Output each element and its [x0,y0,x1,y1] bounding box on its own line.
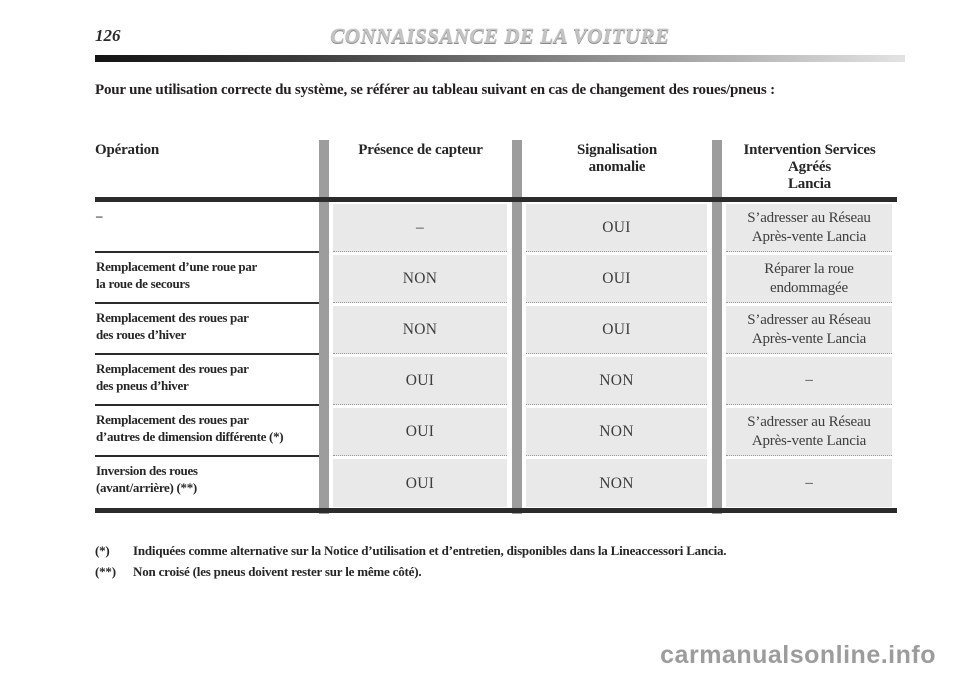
cell-operation: Remplacement des roues par des roues d’h… [95,304,319,355]
column-separator-3 [712,140,722,514]
cell-signal: NON [526,459,707,507]
cell-intervention: S’adresser au Réseau Après-vente Lancia [726,408,892,456]
cell-intervention: S’adresser au Réseau Après-vente Lancia [726,306,892,354]
page-title: CONNAISSANCE DE LA VOITURE [330,24,670,48]
cell-signal: OUI [526,204,707,252]
cell-intervention: Réparer la roue endommagée [726,255,892,303]
header-sensor: Présence de capteur [358,142,483,158]
column-separator-2 [512,140,522,514]
footnotes: (*) Indiquées comme alternative sur la N… [95,540,905,582]
table-bottom-rule [95,508,897,513]
cell-signal: OUI [526,255,707,303]
cell-operation: Remplacement des roues par d’autres de d… [95,406,319,457]
footnote-text: Non croisé (les pneus doivent rester sur… [133,564,422,579]
cell-sensor: OUI [333,408,507,456]
footnote: (**) Non croisé (les pneus doivent reste… [95,561,905,582]
cell-intervention: S’adresser au Réseau Après-vente Lancia [726,204,892,252]
footnote-marker: (*) [95,543,110,558]
table-row: Inversion des roues (avant/arrière) (**)… [95,457,897,508]
header-title-strip: CONNAISSANCE DE LA VOITURE [95,24,905,49]
cell-operation: Inversion des roues (avant/arrière) (**) [96,463,198,495]
table-row: Remplacement des roues par d’autres de d… [95,406,897,457]
header-gradient-rule [95,55,905,62]
table-row: Remplacement des roues par des pneus d’h… [95,355,897,406]
intro-paragraph: Pour une utilisation correcte du système… [95,82,775,98]
cell-operation: – [95,202,319,253]
cell-sensor: – [333,204,507,252]
cell-intervention: – [726,459,892,507]
page-number: 126 [95,26,121,45]
table-row: Remplacement d’une roue par la roue de s… [95,253,897,304]
column-separator-1 [319,140,329,514]
cell-sensor: OUI [333,459,507,507]
tpms-table: Opération Présence de capteur Signalisat… [95,140,897,514]
cell-operation: Remplacement des roues par des pneus d’h… [95,355,319,406]
cell-sensor: NON [333,306,507,354]
table-header-row: Opération Présence de capteur Signalisat… [95,140,897,197]
header-signal: Signalisation anomalie [577,142,657,175]
cell-sensor: OUI [333,357,507,405]
cell-signal: NON [526,408,707,456]
header-bottom-rule [95,197,897,202]
footnote-marker: (**) [95,564,116,579]
table-row: Remplacement des roues par des roues d’h… [95,304,897,355]
header-operation: Opération [95,142,160,158]
footnote-text: Indiquées comme alternative sur la Notic… [133,543,727,558]
cell-sensor: NON [333,255,507,303]
cell-signal: NON [526,357,707,405]
cell-intervention: – [726,357,892,405]
cell-operation: Remplacement d’une roue par la roue de s… [95,253,319,304]
watermark-text: carmanualsonline.info [660,641,936,669]
cell-signal: OUI [526,306,707,354]
table-row: – – OUI S’adresser au Réseau Après-vente… [95,202,897,253]
footnote: (*) Indiquées comme alternative sur la N… [95,540,905,561]
header-intervention: Intervention Services Agréés Lancia [743,142,876,192]
